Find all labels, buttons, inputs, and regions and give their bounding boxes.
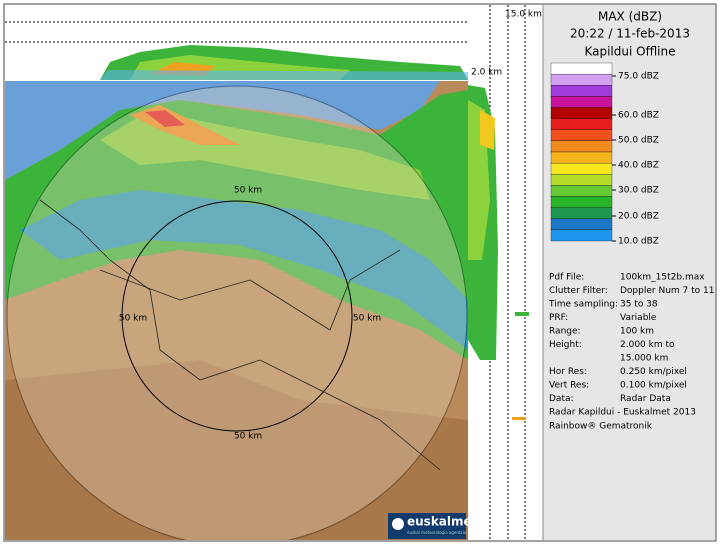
height-label: 2.0 km (471, 68, 502, 78)
range-label: 50 km (119, 314, 147, 324)
scale-label: 75.0 dBZ (618, 72, 659, 82)
scale-label: 60.0 dBZ (618, 111, 659, 121)
top-section (5, 21, 468, 80)
info-value: 2.000 km to (620, 340, 675, 350)
color-swatch (550, 118, 613, 130)
height-label: 15.0 km (505, 10, 542, 20)
color-swatch (550, 107, 613, 119)
range-label: 50 km (234, 432, 262, 442)
color-swatch (550, 185, 613, 197)
color-swatch (550, 229, 613, 242)
color-swatch (550, 207, 613, 219)
info-value: 100 km (620, 327, 654, 337)
scale-label: 20.0 dBZ (618, 212, 659, 222)
logo-subtitle: euskal meteorologia agentzia (407, 530, 467, 535)
info-value: Radar Data (620, 394, 671, 404)
status: Kapildui Offline (584, 45, 675, 59)
info-key: PRF: (549, 313, 568, 323)
credit: Rainbow® Gematronik (549, 422, 653, 432)
scale-label: 30.0 dBZ (618, 186, 659, 196)
color-swatch (550, 162, 613, 175)
info-key: Height: (549, 340, 582, 350)
info-value: 0.100 km/pixel (620, 381, 687, 391)
color-swatch (550, 151, 613, 164)
color-swatch (550, 129, 613, 142)
info-value: Variable (620, 313, 657, 323)
datetime: 20:22 / 11-feb-2013 (570, 27, 690, 41)
info-value: Doppler Num 7 to 11 (620, 286, 714, 296)
scale-label: 10.0 dBZ (618, 237, 659, 247)
color-swatch (550, 218, 613, 231)
info-key: Time sampling: (548, 300, 618, 310)
range-label: 50 km (353, 314, 381, 324)
info-value: 0.250 km/pixel (620, 367, 687, 377)
info-key: Hor Res: (549, 367, 587, 377)
color-swatch (550, 96, 613, 108)
info-value: 15.000 km (620, 354, 668, 364)
info-key: Clutter Filter: (549, 286, 608, 296)
info-key: Vert Res: (549, 381, 589, 391)
range-label: 50 km (234, 186, 262, 196)
panel-text: 75.0 dBZ 60.0 dBZ 50.0 dBZ 40.0 dBZ 30.0 dBZ… (548, 72, 714, 432)
info-key: Data: (549, 394, 574, 404)
color-swatch (550, 174, 613, 186)
right-section (468, 5, 529, 540)
credit: Radar Kapildui - Euskalmet 2013 (549, 408, 696, 418)
color-swatch (550, 196, 613, 208)
color-swatch (550, 73, 613, 86)
color-swatch (550, 62, 613, 75)
logo-text: euskalmet (407, 515, 478, 529)
info-value: 100km_15t2b.max (620, 273, 705, 283)
info-value: 35 to 38 (620, 300, 658, 310)
info-key: Pdf File: (549, 273, 584, 283)
map (5, 81, 468, 540)
color-swatch (550, 140, 613, 153)
scale-label: 50.0 dBZ (618, 136, 659, 146)
logo: euskalmet euskal meteorologia agentzia (388, 513, 478, 539)
color-scale (550, 62, 613, 242)
color-swatch (550, 85, 613, 97)
product-title: MAX (dBZ) (598, 10, 662, 24)
info-key: Range: (549, 327, 581, 337)
scale-label: 40.0 dBZ (618, 161, 659, 171)
